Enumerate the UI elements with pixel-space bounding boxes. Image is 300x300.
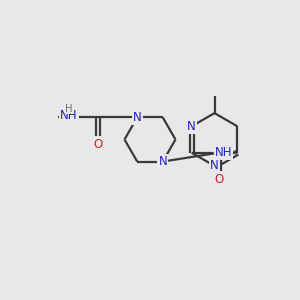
Text: N: N [187, 120, 196, 133]
Text: NH: NH [215, 146, 232, 159]
Text: O: O [214, 173, 224, 186]
Text: H: H [65, 104, 73, 114]
Text: N: N [210, 159, 219, 172]
Text: O: O [94, 138, 103, 151]
Text: NH: NH [60, 110, 77, 122]
Text: N: N [133, 111, 142, 124]
Text: N: N [158, 155, 167, 168]
